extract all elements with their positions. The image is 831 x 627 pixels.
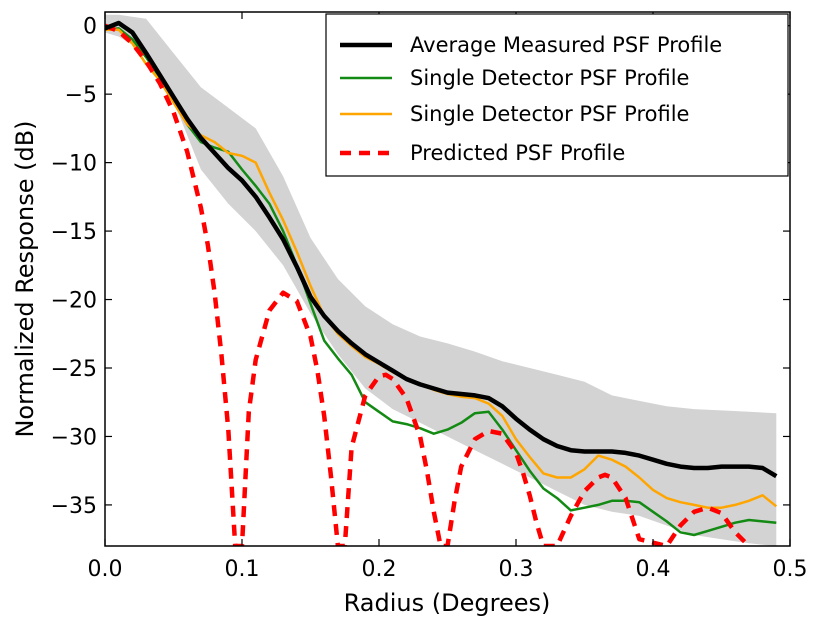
series-line-3 [105,23,751,546]
legend-label-2: Single Detector PSF Profile [410,102,689,126]
legend-entries: Average Measured PSF Profile Single Detec… [340,33,722,165]
x-tick-label: 0.2 [362,557,397,582]
y-tick-label: −20 [51,289,97,314]
x-tick-label: 0.3 [499,557,534,582]
plot-frame [104,11,791,547]
x-tick-label: 0.5 [773,557,808,582]
y-axis-label: Normalized Response (dB) [11,120,39,437]
legend-label-3: Predicted PSF Profile [410,141,625,165]
x-tick-label: 0.4 [636,557,671,582]
series-line-1 [105,27,777,537]
confidence-band [105,14,777,546]
y-tick-label: −15 [51,220,97,245]
y-tick-label: −35 [51,494,97,519]
x-axis: 0.0 0.1 0.2 0.3 0.4 0.5 [88,12,808,582]
legend: Average Measured PSF Profile Single Detec… [325,13,789,177]
y-tick-label: −25 [51,357,97,382]
x-tick-label: 0.0 [88,557,123,582]
series-line-0 [105,20,778,479]
x-tick-label: 0.1 [225,557,260,582]
legend-box [325,13,789,177]
y-tick-label: −5 [65,83,97,108]
legend-label-1: Single Detector PSF Profile [410,66,689,90]
y-tick-label: −30 [51,425,97,450]
x-axis-label: Radius (Degrees) [344,589,551,617]
y-axis: 0 −5 −10 −15 −20 −25 −30 −35 [51,15,790,519]
series-layer [105,20,778,546]
y-tick-label: −10 [51,152,97,177]
y-tick-label: 0 [83,15,97,40]
legend-label-0: Average Measured PSF Profile [410,33,722,57]
